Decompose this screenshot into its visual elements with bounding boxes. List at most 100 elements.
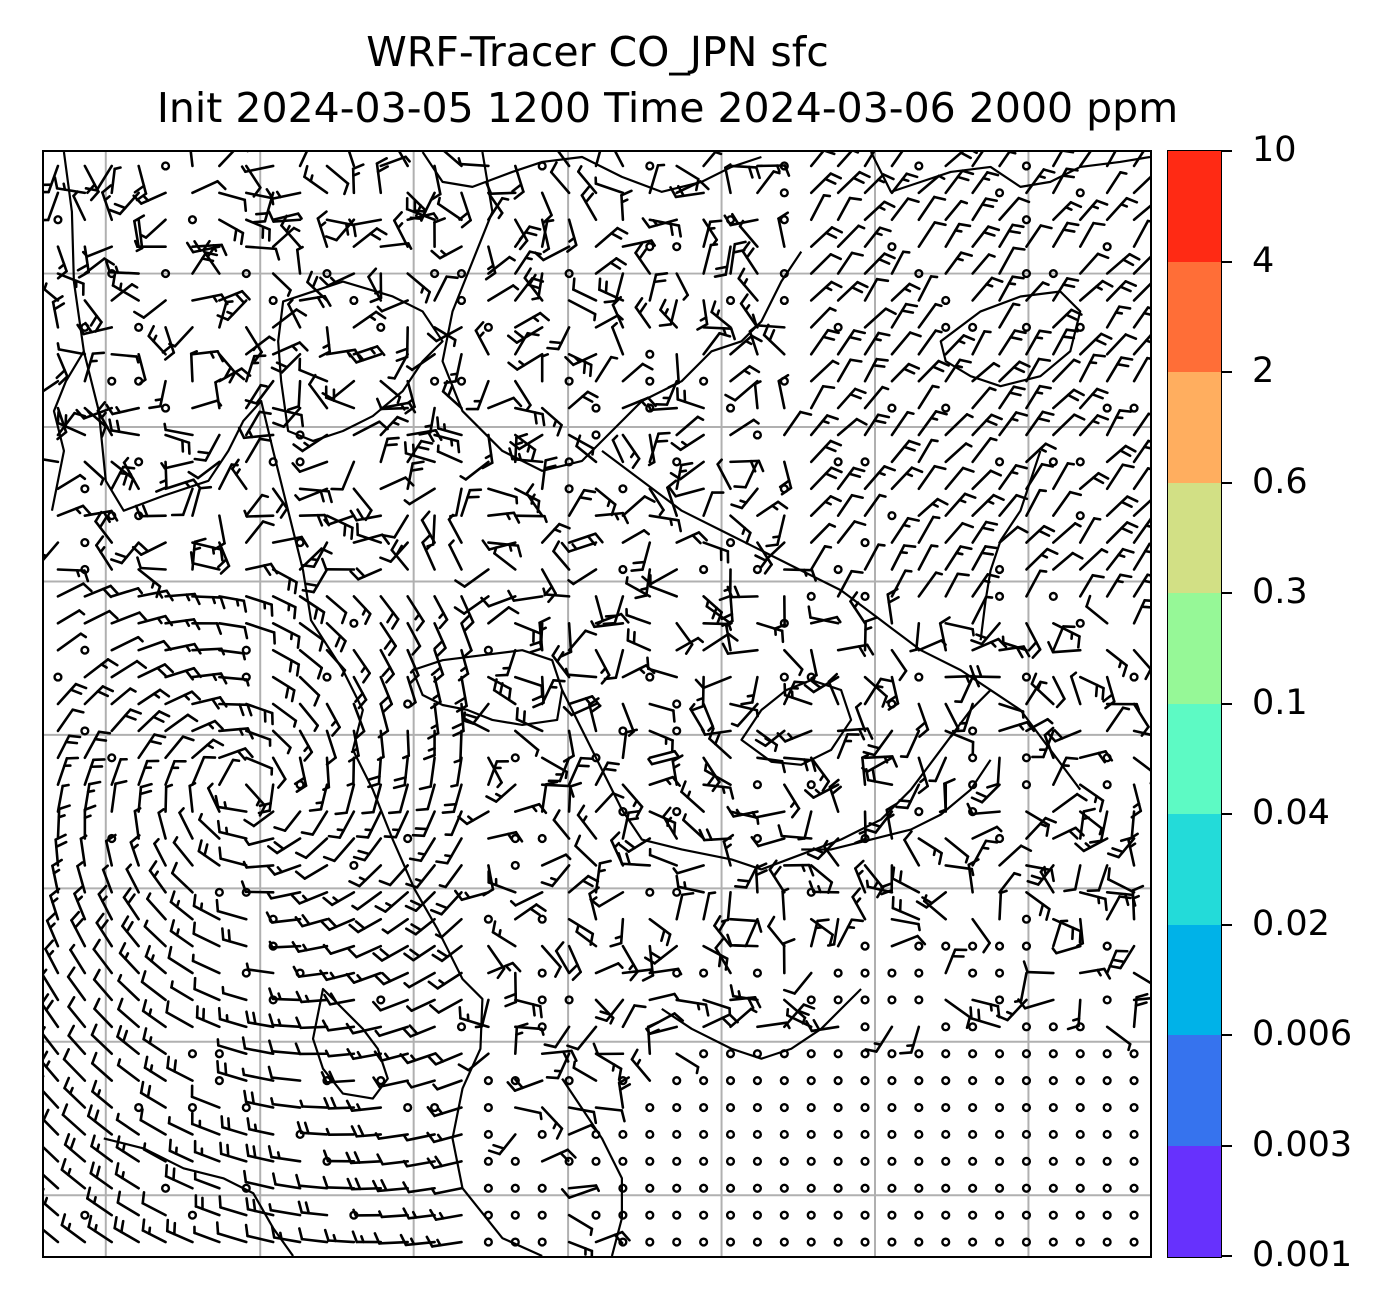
wind-barb <box>944 199 969 222</box>
wind-barb <box>44 541 60 561</box>
wind-barb <box>998 246 1026 275</box>
wind-barb <box>216 1038 248 1056</box>
wind-barb <box>540 522 571 544</box>
wind-barb <box>399 1052 436 1065</box>
wind-barb <box>998 889 1008 921</box>
wind-barb <box>218 463 239 491</box>
wind-barb <box>797 810 813 841</box>
calm-circle <box>699 1102 709 1113</box>
calm-circle <box>1102 1156 1112 1166</box>
wind-barb <box>221 985 248 1002</box>
calm-circle <box>1048 591 1058 601</box>
wind-barb <box>241 1067 275 1082</box>
wind-barb <box>345 1022 383 1035</box>
wind-barb <box>403 971 436 989</box>
wind-barb <box>215 1221 248 1244</box>
wind-barb <box>216 1060 248 1082</box>
colorbar-tick-label: 0.6 <box>1252 461 1308 502</box>
wind-barb <box>971 253 996 275</box>
calm-circle <box>1048 1183 1058 1193</box>
wind-barb <box>809 466 843 491</box>
calm-circle <box>1075 1210 1085 1220</box>
wind-barb <box>487 396 523 410</box>
wind-barb <box>218 702 253 717</box>
wind-barb <box>998 844 1033 867</box>
wind-barb <box>822 839 840 867</box>
wind-barb <box>348 218 383 227</box>
wind-barb <box>141 999 167 1029</box>
wind-barb <box>863 331 891 356</box>
wind-barb <box>133 299 167 319</box>
wind-barb <box>740 675 759 706</box>
calm-circle <box>483 1076 493 1086</box>
calm-circle <box>430 1102 440 1113</box>
wind-barb <box>567 568 598 586</box>
colorbar-tick <box>1222 1034 1232 1036</box>
calm-circle <box>1021 1049 1032 1059</box>
coastline-far-north <box>421 152 762 193</box>
wind-barb <box>1078 387 1109 410</box>
wind-barb <box>1025 442 1057 464</box>
wind-barb <box>971 573 1000 598</box>
calm-circle <box>1102 995 1112 1005</box>
wind-barb <box>320 917 356 932</box>
wind-barb <box>141 1191 167 1217</box>
wind-barb <box>116 1190 140 1217</box>
wind-barb <box>92 968 114 1002</box>
calm-circle <box>645 1102 655 1113</box>
calm-circle <box>860 538 870 548</box>
wind-barb <box>136 556 167 571</box>
wind-barb <box>1078 471 1110 491</box>
coastline-north-shore <box>50 350 85 511</box>
wind-barb <box>836 417 868 437</box>
wind-barb <box>271 675 296 703</box>
wind-barb <box>165 1218 194 1244</box>
calm-circle <box>564 376 574 386</box>
wind-barb <box>703 763 732 787</box>
wind-barb <box>675 621 694 655</box>
wind-barb <box>546 326 571 351</box>
wind-barb <box>378 1210 409 1219</box>
calm-circle <box>295 968 305 978</box>
wind-barb <box>294 864 329 880</box>
wind-barb <box>854 702 867 733</box>
wind-barb <box>730 487 759 510</box>
calm-circle <box>510 1156 520 1166</box>
wind-barb <box>514 1106 543 1121</box>
calm-circle <box>672 242 682 252</box>
wind-barb <box>863 677 893 706</box>
wind-barb <box>1052 522 1082 544</box>
wind-barb <box>218 747 254 761</box>
wind-barb <box>654 379 679 406</box>
wind-barb <box>971 595 994 625</box>
wind-barb <box>567 390 599 410</box>
calm-circle <box>349 860 359 870</box>
wind-barb <box>562 702 598 717</box>
calm-circle <box>376 322 386 332</box>
coastline-peninsula-east <box>561 689 992 871</box>
calm-circle <box>1048 1210 1058 1220</box>
calm-circle <box>134 511 144 521</box>
wind-barb <box>864 1025 894 1053</box>
wind-barb <box>971 225 1001 248</box>
wind-barb <box>301 568 329 594</box>
wind-barb <box>323 514 356 526</box>
wind-barb <box>90 1023 114 1056</box>
calm-circle <box>968 807 978 817</box>
wind-barb <box>49 887 61 921</box>
wind-barb <box>944 251 973 275</box>
wind-barb <box>491 920 517 948</box>
calm-circle <box>725 1129 736 1140</box>
wind-barb <box>809 756 831 792</box>
calm-circle <box>1021 322 1032 332</box>
wind-barb <box>131 541 167 556</box>
wind-barb <box>44 1173 60 1190</box>
wind-barb <box>1013 971 1028 1003</box>
wind-barb <box>700 728 732 736</box>
wind-barb <box>737 267 759 302</box>
calm-circle <box>1102 1102 1112 1113</box>
wind-barb <box>621 433 641 469</box>
wind-barb <box>998 223 1025 248</box>
colorbar-tick-label: 0.001 <box>1252 1235 1353 1275</box>
calm-circle <box>1021 1022 1032 1032</box>
